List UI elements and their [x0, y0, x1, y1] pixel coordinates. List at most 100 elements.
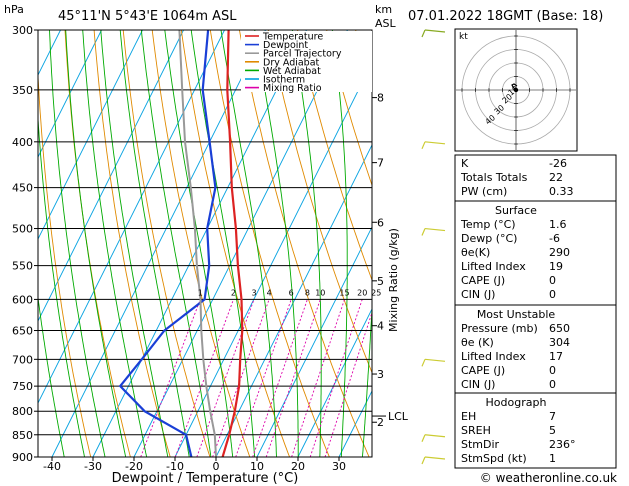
- mixing-ratio-label: 3: [251, 288, 256, 297]
- km-axis: 8 7 6 5 4 3 2 LCL: [372, 92, 409, 429]
- temperature-tick-label: 30: [332, 460, 346, 473]
- mu-row-value: 650: [549, 322, 570, 335]
- indices-hodo-box: [454, 392, 617, 469]
- hodo-title: Hodograph: [486, 396, 547, 409]
- wind-barb: [424, 141, 446, 145]
- mixing-ratio-line: [265, 299, 321, 457]
- legend-label: Dewpoint: [263, 40, 308, 51]
- mixing-ratio-lines: [140, 299, 372, 457]
- temperature-tick-label: -20: [125, 460, 143, 473]
- copyright: © weatheronline.co.uk: [480, 471, 617, 485]
- pressure-tick-label: 700: [12, 353, 33, 366]
- mixing-ratio-label: 8: [305, 288, 310, 297]
- legend-label: Parcel Trajectory: [263, 49, 342, 60]
- temperature-tick-label: 20: [291, 460, 305, 473]
- wet-adiabat: [331, 30, 348, 457]
- surface-title: Surface: [495, 204, 537, 217]
- hodograph-trace: [511, 83, 518, 91]
- km-tick-label: 3: [377, 368, 384, 381]
- mu-row-value: 304: [549, 336, 570, 349]
- location-title: 45°11'N 5°43'E 1064m ASL: [58, 9, 237, 24]
- pressure-tick-label: 550: [12, 260, 33, 273]
- hodo-row-key: StmSpd (kt): [461, 452, 527, 465]
- hodo-row-key: SREH: [461, 424, 491, 437]
- dry-adiabat: [617, 30, 629, 457]
- wind-barb: [424, 29, 446, 33]
- pressure-tick-label: 300: [12, 24, 33, 37]
- km-tick-label: 8: [377, 92, 384, 105]
- basic-row-value: 0.33: [549, 185, 574, 198]
- isotherm: [38, 30, 143, 241]
- legend-label: Temperature: [262, 32, 323, 43]
- isotherm: [38, 30, 102, 159]
- series-line-parcel-trajectory: [178, 30, 217, 457]
- mu-row-value: 0: [549, 364, 556, 377]
- mixing-ratio-label: 4: [267, 288, 272, 297]
- mixing-ratio-label: 2: [231, 288, 236, 297]
- legend-label: Isotherm: [263, 75, 305, 86]
- wind-barb-flag: [421, 29, 426, 38]
- pressure-tick-label: 500: [12, 223, 33, 236]
- dry-adiabat: [122, 30, 211, 457]
- basic-row-key: Totals Totals: [460, 171, 528, 184]
- temperature-tick-label: -10: [166, 460, 184, 473]
- surface-row-key: Dewp (°C): [461, 232, 517, 245]
- km-tick-label: 4: [377, 320, 384, 333]
- km-tick-label: 6: [377, 216, 384, 229]
- mixing-ratio-label: 20: [357, 288, 367, 297]
- wind-barb: [424, 227, 446, 232]
- wind-barb: [424, 456, 446, 460]
- km-tick-label: 5: [377, 275, 384, 288]
- hodo-row-value: 7: [549, 410, 556, 423]
- mixing-ratio-line: [140, 299, 201, 457]
- surface-row-key: θe(K): [461, 246, 490, 259]
- temperature-tick-label: -30: [84, 460, 102, 473]
- temperature-tick-label: 10: [250, 460, 264, 473]
- basic-row-value: -26: [549, 157, 567, 170]
- isotherm: [38, 30, 225, 405]
- km-tick-label: 7: [377, 157, 384, 170]
- surface-row-key: CIN (J): [461, 288, 495, 301]
- mixing-ratio-label: 15: [339, 288, 349, 297]
- pressure-axis: 300 350 400 450 500 550 600 650 700 750 800 850 900: [12, 24, 38, 464]
- asl-label: ASL: [375, 17, 397, 30]
- surface-row-key: Temp (°C): [460, 218, 516, 231]
- basic-row-key: K: [461, 157, 469, 170]
- legend-bg: [241, 31, 372, 92]
- surface-row-value: 290: [549, 246, 570, 259]
- isotherm: [38, 30, 184, 323]
- pressure-tick-label: 350: [12, 84, 33, 97]
- hodo-row-value: 5: [549, 424, 556, 437]
- basic-row-key: PW (cm): [461, 185, 507, 198]
- mixing-ratio-line: [174, 299, 234, 457]
- hodo-row-value: 236°: [549, 438, 576, 451]
- wet-adiabat: [65, 30, 127, 457]
- km-label: km: [375, 3, 392, 16]
- hodo-row-value: 1: [549, 452, 556, 465]
- profile-series: [118, 30, 244, 457]
- wind-barb-flag: [421, 359, 426, 367]
- wind-barbs: [421, 29, 446, 465]
- mu-row-key: Lifted Index: [461, 350, 526, 363]
- temperature-tick-label: -40: [43, 460, 61, 473]
- hodograph-storm-motion: [513, 87, 519, 93]
- wind-barb-flag: [421, 228, 426, 236]
- pressure-tick-label: 450: [12, 182, 33, 195]
- wind-barb-flag: [421, 141, 426, 150]
- pressure-tick-label: 850: [12, 429, 33, 442]
- km-tick-label: 2: [377, 416, 384, 429]
- surface-row-value: -6: [549, 232, 560, 245]
- mu-row-key: CIN (J): [461, 378, 495, 391]
- lcl-label: LCL: [388, 410, 409, 423]
- wind-barb: [424, 434, 446, 438]
- temperature-tick-label: 0: [213, 460, 220, 473]
- series-line-temperature: [221, 30, 244, 457]
- x-axis-label: Dewpoint / Temperature (°C): [112, 471, 299, 486]
- surface-row-value: 0: [549, 274, 556, 287]
- pressure-tick-label: 650: [12, 325, 33, 338]
- mixing-ratio-label: 25: [371, 288, 381, 297]
- legend-label: Wet Adiabat: [263, 66, 321, 77]
- isotherm: [51, 30, 266, 457]
